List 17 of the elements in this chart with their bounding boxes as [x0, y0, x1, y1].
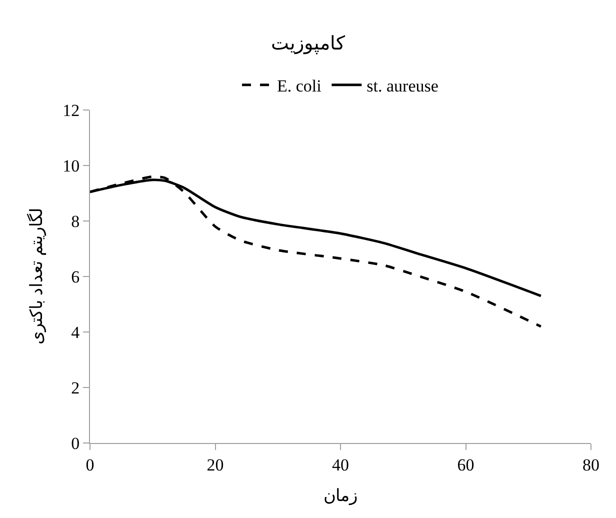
x-tick-label: 40 — [332, 455, 349, 474]
x-axis-title: زمان — [324, 486, 358, 506]
legend-label: E. coli — [277, 76, 322, 96]
y-tick-label: 12 — [62, 100, 80, 120]
chart-title: کامپوزیت — [271, 34, 346, 55]
y-tick-label: 6 — [71, 267, 80, 286]
legend-label: st. aureuse — [366, 76, 438, 96]
y-axis-title: لگاریتم تعداد باکتری — [26, 208, 48, 345]
x-tick-label: 20 — [206, 455, 224, 474]
x-tick-label: 80 — [582, 455, 600, 474]
y-tick-label: 2 — [71, 378, 80, 398]
x-tick-label: 0 — [86, 455, 94, 474]
y-tick-label: 4 — [71, 322, 80, 342]
y-tick-label: 0 — [71, 434, 80, 453]
x-tick-label: 60 — [457, 455, 474, 474]
y-tick-label: 10 — [62, 156, 80, 176]
y-tick-label: 8 — [71, 212, 80, 231]
